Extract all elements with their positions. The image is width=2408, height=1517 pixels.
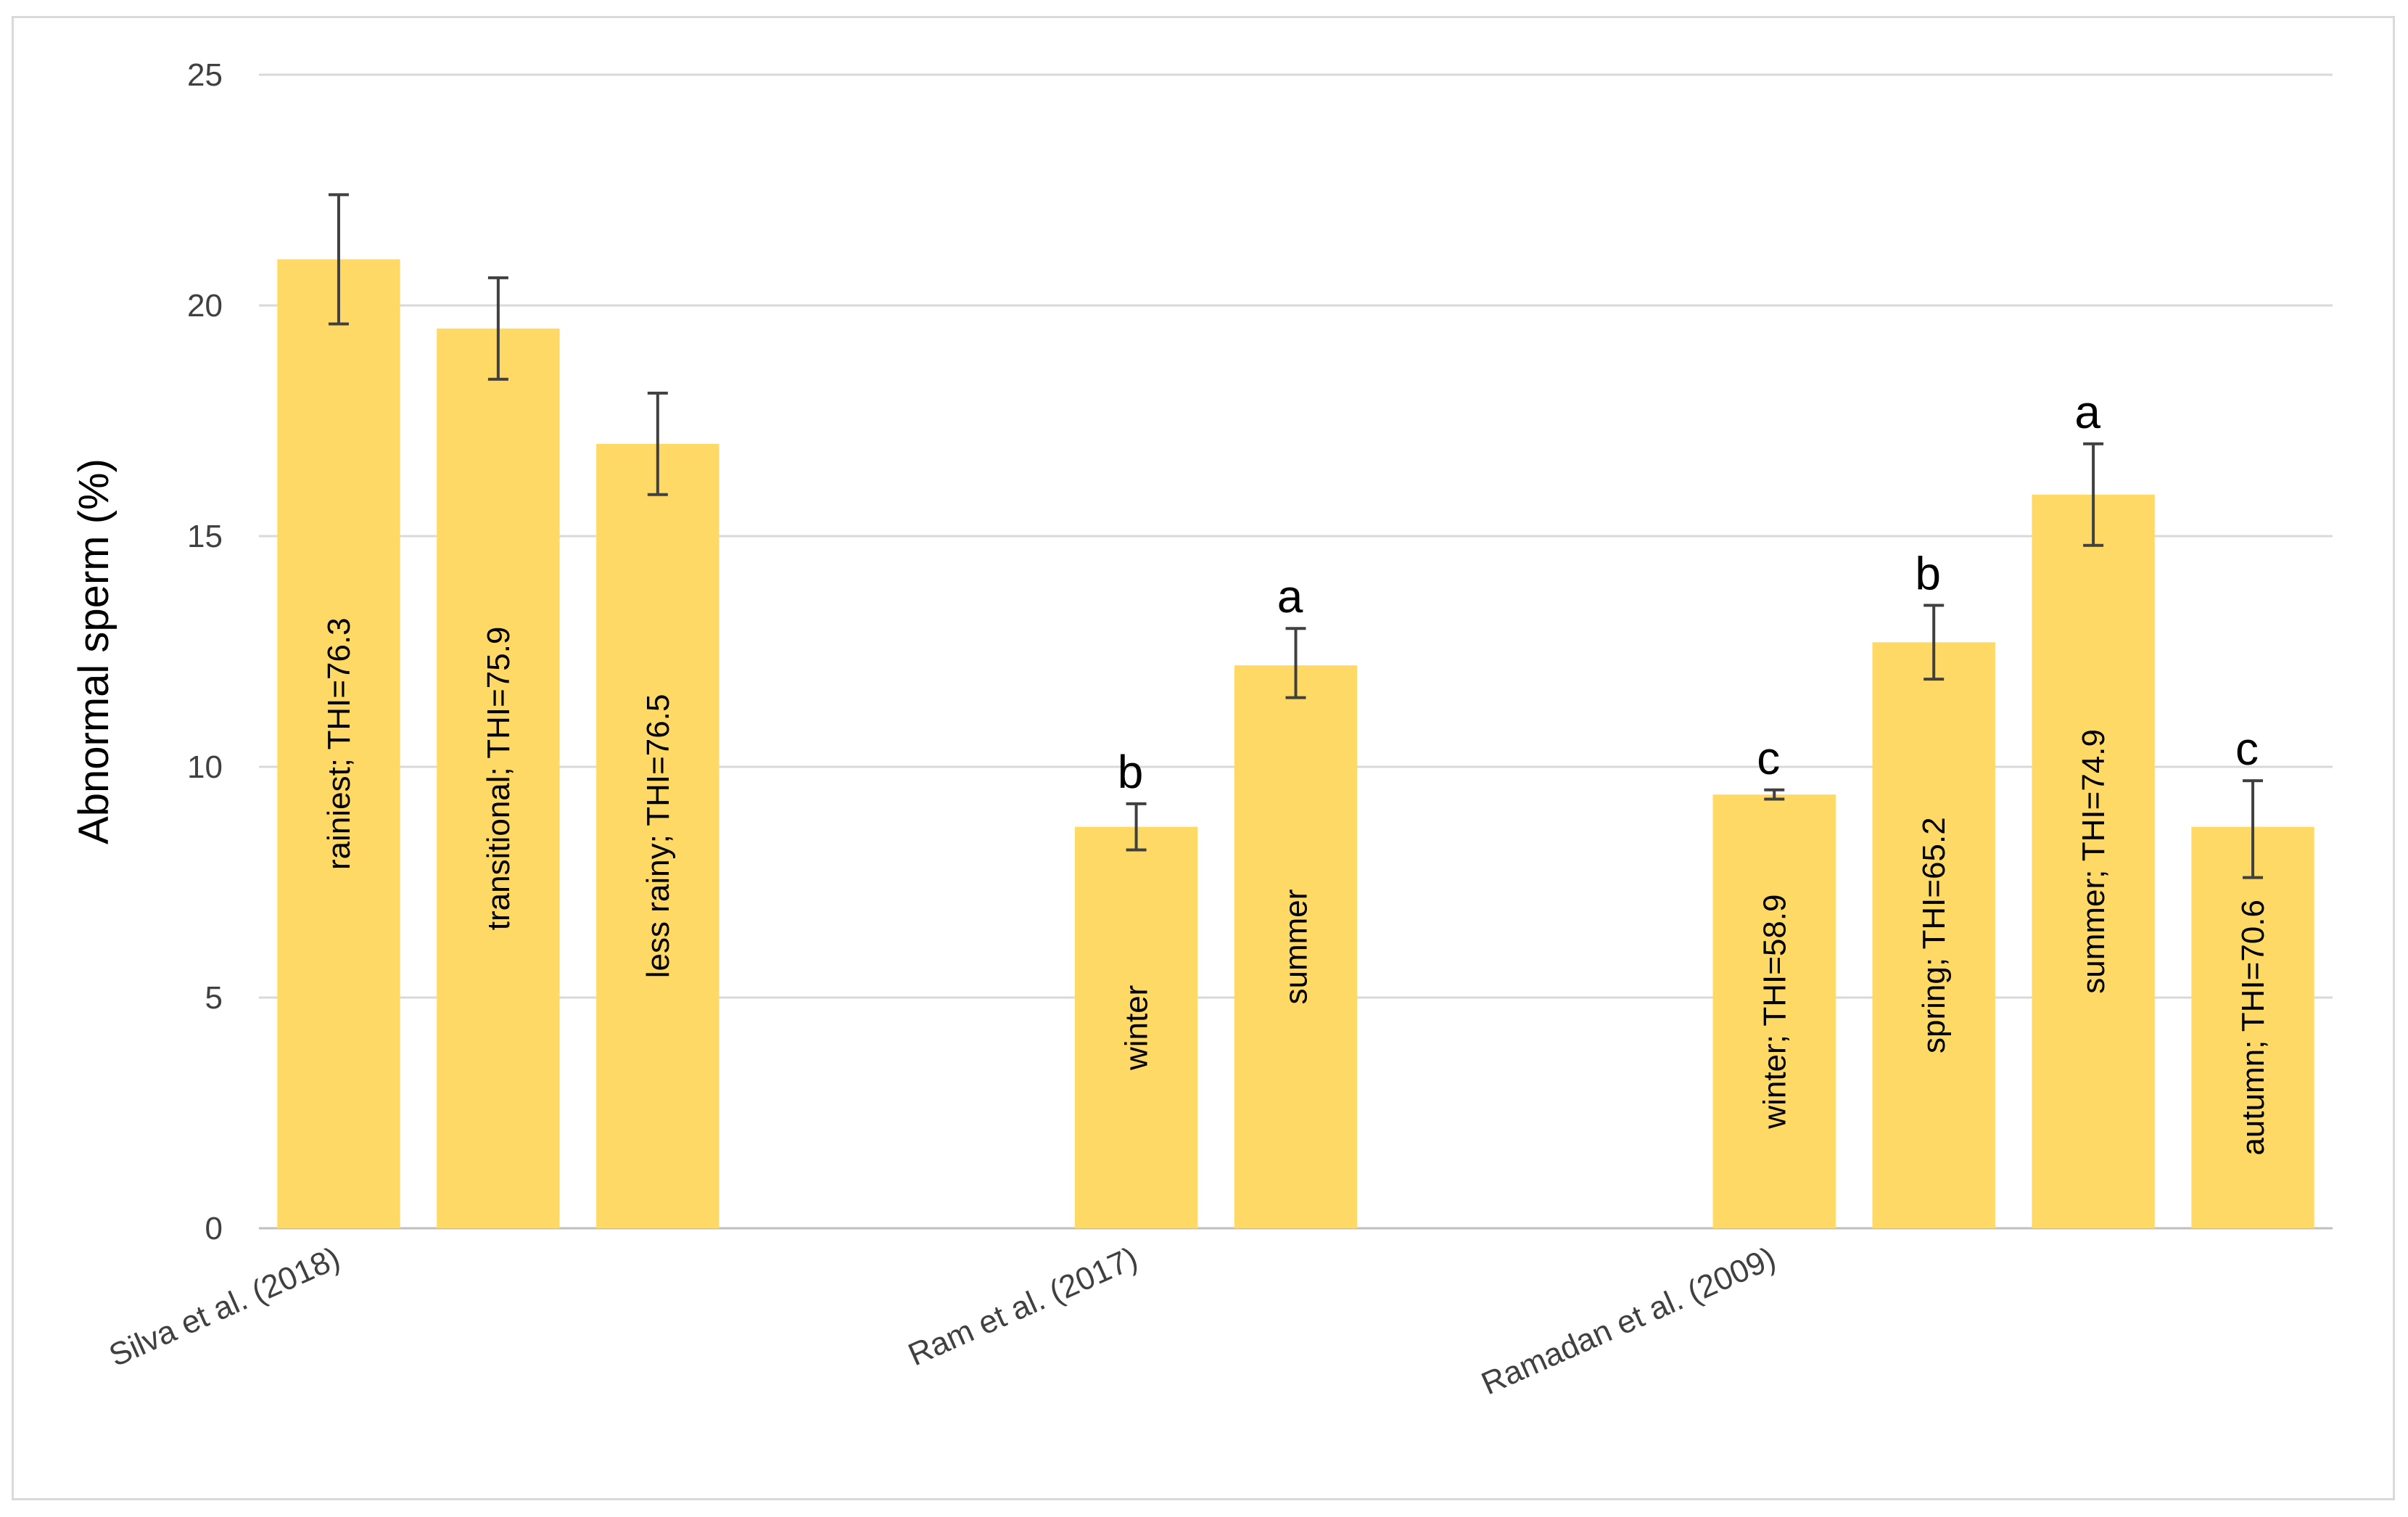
error-bar-2-1 xyxy=(1923,604,1945,681)
bar-1-1 xyxy=(1234,665,1358,1228)
y-tick-label: 0 xyxy=(205,1211,223,1246)
bar-label-2-3: autumn; THI=70.6 xyxy=(2235,900,2271,1156)
bar-labels: rainiest; THI=76.3 transitional; THI=75.9… xyxy=(321,617,2271,1155)
bar-1-0 xyxy=(1074,826,1198,1228)
significance-letter-2-1: b xyxy=(1915,547,1941,599)
error-bar-2-0 xyxy=(1764,788,1785,801)
group-label-2: Ramadan et al. (2009) xyxy=(1476,1240,1781,1402)
group-label-0: Silva et al. (2018) xyxy=(104,1240,345,1373)
chart-frame: 0 5 10 15 20 25 rainiest; THI=76.3 transitiona… xyxy=(12,16,2395,1500)
bar-label-2-0: winter; THI=58.9 xyxy=(1757,894,1792,1129)
bar-2-1 xyxy=(1872,642,1995,1228)
error-bar-1-0 xyxy=(1126,802,1147,852)
error-bar-2-2 xyxy=(2083,442,2104,547)
error-bar-1-1 xyxy=(1285,627,1306,699)
significance-letter-2-2: a xyxy=(2074,386,2100,438)
bar-2-3 xyxy=(2191,826,2314,1228)
bar-0-0 xyxy=(277,259,400,1228)
error-bars xyxy=(328,193,2264,879)
bar-label-1-1: summer xyxy=(1279,889,1314,1005)
bar-label-1-0: winter xyxy=(1119,985,1155,1071)
y-tick-label: 10 xyxy=(187,749,223,785)
bar-label-2-2: summer; THI=74.9 xyxy=(2076,729,2111,994)
chart-svg: 0 5 10 15 20 25 rainiest; THI=76.3 transitiona… xyxy=(70,57,2333,1402)
error-bar-0-0 xyxy=(328,193,349,326)
bar-0-2 xyxy=(596,443,719,1228)
bars xyxy=(277,259,2314,1228)
bar-label-0-1: transitional; THI=75.9 xyxy=(481,627,516,931)
bar-2-2 xyxy=(2032,494,2155,1228)
bar-label-0-0: rainiest; THI=76.3 xyxy=(321,617,357,870)
y-tick-label: 25 xyxy=(187,57,223,93)
significance-letter-1-0: b xyxy=(1118,746,1144,798)
significance-letters: b a c b a c xyxy=(1118,386,2259,798)
bar-label-0-2: less rainy; THI=76.5 xyxy=(640,694,676,979)
error-bar-2-3 xyxy=(2243,779,2264,879)
bar-label-2-1: spring; THI=65.2 xyxy=(1916,817,1952,1053)
y-axis-ticks: 0 5 10 15 20 25 xyxy=(187,57,223,1246)
significance-letter-1-1: a xyxy=(1277,570,1303,622)
y-tick-label: 5 xyxy=(205,980,223,1016)
y-tick-label: 20 xyxy=(187,288,223,324)
y-axis-title: Abnormal sperm (%) xyxy=(70,459,117,844)
y-tick-label: 15 xyxy=(187,519,223,554)
group-label-1: Ram et al. (2017) xyxy=(903,1240,1142,1373)
error-bar-0-1 xyxy=(487,276,508,381)
bar-2-0 xyxy=(1712,794,1836,1228)
bar-0-1 xyxy=(437,328,560,1228)
significance-letter-2-0: c xyxy=(1757,732,1780,784)
error-bar-0-2 xyxy=(647,391,668,496)
significance-letter-2-3: c xyxy=(2235,723,2259,775)
group-labels: Silva et al. (2018) Ram et al. (2017) Rama… xyxy=(104,1240,1781,1402)
